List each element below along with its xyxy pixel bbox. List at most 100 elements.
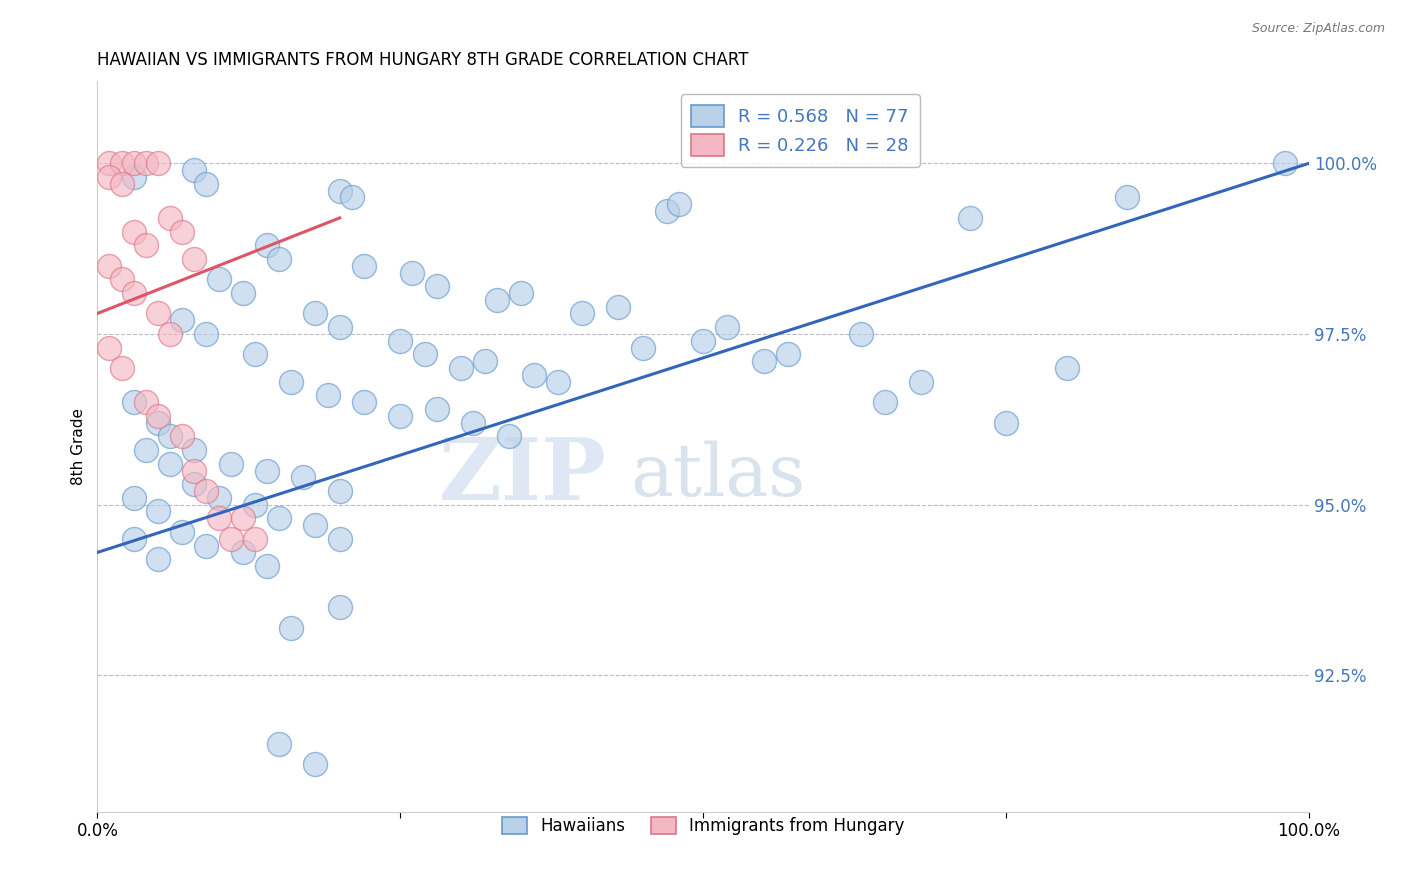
Point xyxy=(122,532,145,546)
Point xyxy=(243,532,266,546)
Point xyxy=(776,347,799,361)
Point xyxy=(752,354,775,368)
Point xyxy=(219,532,242,546)
Point xyxy=(522,368,544,382)
Point xyxy=(122,156,145,170)
Point xyxy=(849,326,872,341)
Point xyxy=(607,300,630,314)
Point xyxy=(207,272,229,286)
Point xyxy=(159,457,181,471)
Point xyxy=(159,326,181,341)
Point xyxy=(232,285,254,300)
Point xyxy=(243,347,266,361)
Text: HAWAIIAN VS IMMIGRANTS FROM HUNGARY 8TH GRADE CORRELATION CHART: HAWAIIAN VS IMMIGRANTS FROM HUNGARY 8TH … xyxy=(97,51,749,69)
Point xyxy=(353,259,375,273)
Point xyxy=(110,177,132,191)
Point xyxy=(426,402,449,417)
Point xyxy=(389,334,412,348)
Point xyxy=(280,621,302,635)
Point xyxy=(110,361,132,376)
Point xyxy=(172,313,194,327)
Text: atlas: atlas xyxy=(630,441,806,511)
Point xyxy=(692,334,714,348)
Point xyxy=(110,156,132,170)
Point xyxy=(183,163,205,178)
Point xyxy=(110,272,132,286)
Point xyxy=(353,395,375,409)
Point xyxy=(122,395,145,409)
Point xyxy=(450,361,472,376)
Point xyxy=(329,483,352,498)
Point xyxy=(510,285,533,300)
Point xyxy=(135,238,157,252)
Point xyxy=(910,375,932,389)
Point xyxy=(183,463,205,477)
Point xyxy=(172,225,194,239)
Point xyxy=(146,156,169,170)
Point xyxy=(146,552,169,566)
Point xyxy=(389,409,412,423)
Point xyxy=(122,225,145,239)
Point xyxy=(98,341,121,355)
Point xyxy=(292,470,315,484)
Point xyxy=(716,320,738,334)
Point xyxy=(486,293,509,307)
Point xyxy=(571,306,593,320)
Point xyxy=(122,285,145,300)
Point xyxy=(316,388,339,402)
Point xyxy=(243,498,266,512)
Point xyxy=(195,483,218,498)
Point xyxy=(232,511,254,525)
Point xyxy=(461,416,484,430)
Point xyxy=(413,347,436,361)
Point xyxy=(668,197,690,211)
Point xyxy=(256,559,278,574)
Y-axis label: 8th Grade: 8th Grade xyxy=(72,409,86,485)
Point xyxy=(401,266,423,280)
Point xyxy=(474,354,496,368)
Point xyxy=(159,429,181,443)
Point xyxy=(135,443,157,458)
Point xyxy=(256,238,278,252)
Text: Source: ZipAtlas.com: Source: ZipAtlas.com xyxy=(1251,22,1385,36)
Point xyxy=(232,545,254,559)
Point xyxy=(146,504,169,518)
Point xyxy=(207,491,229,505)
Point xyxy=(98,156,121,170)
Text: ZIP: ZIP xyxy=(439,434,606,518)
Point xyxy=(995,416,1018,430)
Point xyxy=(146,416,169,430)
Point xyxy=(135,156,157,170)
Point xyxy=(280,375,302,389)
Point xyxy=(256,463,278,477)
Point xyxy=(329,320,352,334)
Point xyxy=(340,190,363,204)
Point xyxy=(269,737,291,751)
Point xyxy=(1116,190,1139,204)
Point xyxy=(98,259,121,273)
Point xyxy=(146,306,169,320)
Point xyxy=(498,429,520,443)
Point xyxy=(122,491,145,505)
Point xyxy=(183,443,205,458)
Point xyxy=(195,539,218,553)
Point xyxy=(135,395,157,409)
Point xyxy=(959,211,981,225)
Point xyxy=(547,375,569,389)
Point xyxy=(195,326,218,341)
Point xyxy=(329,532,352,546)
Point xyxy=(183,252,205,266)
Point xyxy=(304,306,326,320)
Point xyxy=(172,429,194,443)
Point xyxy=(329,600,352,615)
Point xyxy=(146,409,169,423)
Point xyxy=(207,511,229,525)
Point xyxy=(426,279,449,293)
Point xyxy=(269,252,291,266)
Point xyxy=(329,184,352,198)
Point xyxy=(873,395,896,409)
Point xyxy=(219,457,242,471)
Point xyxy=(304,518,326,533)
Point xyxy=(1274,156,1296,170)
Point xyxy=(304,757,326,772)
